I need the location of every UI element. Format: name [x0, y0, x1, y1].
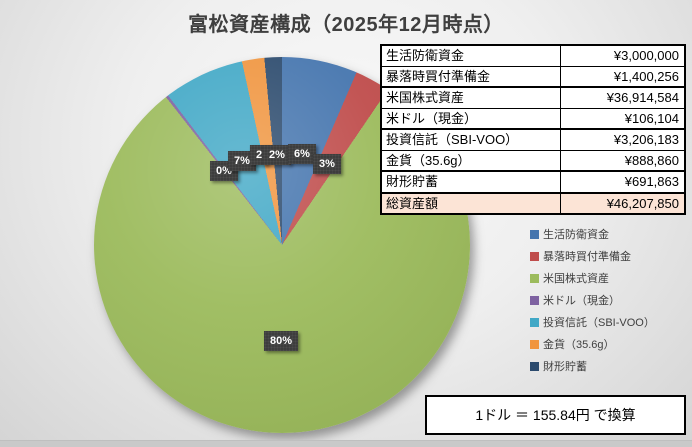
legend: 生活防衛資金 暴落時買付準備金 米国株式資産 米ドル（現金） 投資信託（SBI-… [530, 223, 655, 377]
legend-item: 米国株式資産 [530, 267, 655, 289]
table-row: 生活防衛資金 ¥3,000,000 [382, 46, 684, 67]
table-row-value: ¥3,206,183 [613, 132, 679, 147]
table-row-label: 総資産額 [382, 193, 561, 213]
legend-item-label: 財形貯蓄 [543, 361, 587, 373]
table-row-label: 金貨（35.6g） [382, 150, 561, 170]
legend-item: 米ドル（現金） [530, 289, 655, 311]
legend-item-label: 米ドル（現金） [543, 295, 620, 307]
table-row-value: ¥3,000,000 [613, 48, 679, 63]
chart-bottom-edge [0, 440, 692, 447]
table-row-label: 財形貯蓄 [382, 172, 561, 192]
legend-swatch-icon [530, 339, 539, 349]
legend-item-label: 暴落時買付準備金 [543, 251, 631, 263]
table-row-value: ¥691,863 [624, 174, 679, 189]
exchange-rate-note: 1ドル ＝ 155.84円 で換算 [425, 395, 686, 435]
table-row-label: 生活防衛資金 [382, 46, 561, 66]
legend-item: 財形貯蓄 [530, 355, 655, 377]
table-row: 財形貯蓄 ¥691,863 [382, 172, 684, 194]
table-row: 米国株式資産 ¥36,914,584 [382, 88, 684, 109]
legend-item: 金貨（35.6g） [530, 333, 655, 355]
pie-percent-label-savings: 2% [263, 145, 291, 165]
pie-percent-label-emergency: 6% [288, 144, 316, 164]
legend-item-label: 金貨（35.6g） [543, 339, 615, 351]
legend-item-label: 米国株式資産 [543, 273, 609, 285]
legend-item: 暴落時買付準備金 [530, 245, 655, 267]
table-row-value: ¥888,860 [624, 152, 679, 168]
legend-item: 生活防衛資金 [530, 223, 655, 245]
legend-item: 投資信託（SBI-VOO） [530, 311, 655, 333]
table-row-total: 総資産額 ¥46,207,850 [382, 193, 684, 213]
legend-swatch-icon [530, 361, 539, 371]
table-row-label: 暴落時買付準備金 [382, 66, 561, 86]
legend-item-label: 生活防衛資金 [543, 229, 609, 241]
exchange-rate-text: 1ドル ＝ 155.84円 で換算 [475, 407, 636, 423]
pie-percent-label-fund: 7% [228, 151, 256, 171]
table-row-label: 米ドル（現金） [382, 108, 561, 128]
table-row-value: ¥1,400,256 [613, 68, 679, 84]
legend-swatch-icon [530, 229, 539, 239]
table-row: 暴落時買付準備金 ¥1,400,256 [382, 66, 684, 88]
legend-item-label: 投資信託（SBI-VOO） [543, 317, 655, 329]
table-row-label: 米国株式資産 [382, 88, 561, 108]
table-row: 投資信託（SBI-VOO） ¥3,206,183 [382, 130, 684, 151]
asset-table: 生活防衛資金 ¥3,000,000 暴落時買付準備金 ¥1,400,256 米国… [380, 44, 686, 215]
table-row-label: 投資信託（SBI-VOO） [382, 130, 561, 150]
legend-swatch-icon [530, 317, 539, 327]
table-row-value: ¥36,914,584 [606, 90, 679, 105]
legend-swatch-icon [530, 273, 539, 283]
table-row: 米ドル（現金） ¥106,104 [382, 108, 684, 130]
table-row-value: ¥46,207,850 [606, 195, 679, 211]
chart-title: 富松資産構成（2025年12月時点） [188, 14, 504, 36]
table-row: 金貨（35.6g） ¥888,860 [382, 150, 684, 172]
legend-swatch-icon [530, 295, 539, 305]
table-row-value: ¥106,104 [624, 110, 679, 126]
pie-percent-label-crash-reserve: 3% [313, 154, 341, 174]
pie-percent-label-us-stocks: 80% [263, 331, 299, 351]
legend-swatch-icon [530, 251, 539, 261]
